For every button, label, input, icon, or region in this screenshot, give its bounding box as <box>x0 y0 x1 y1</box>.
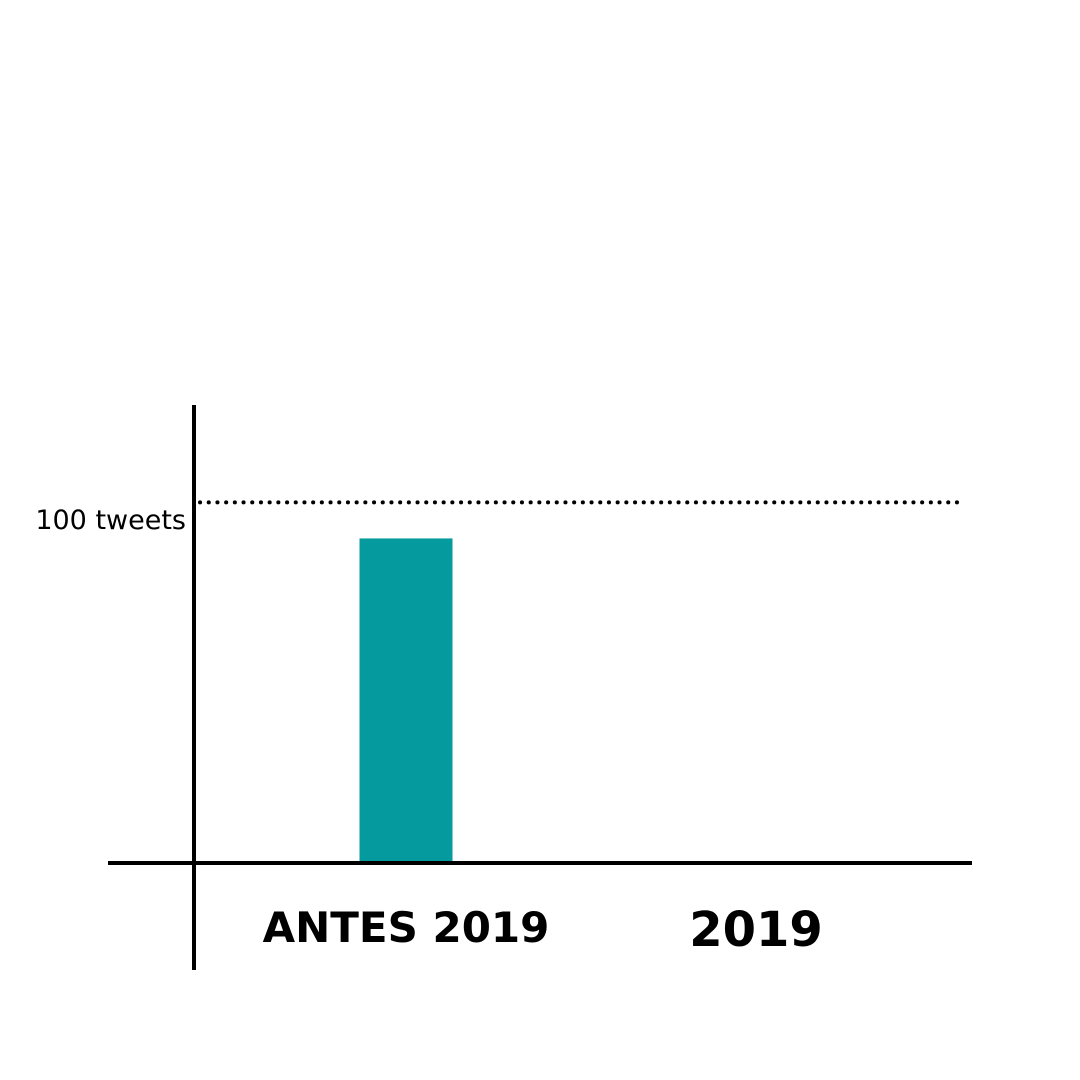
reference-line-label: 100 tweets <box>35 505 186 536</box>
chart-marks <box>359 538 453 863</box>
x-tick-label-2019: 2019 <box>689 902 823 958</box>
bar-antes-2019 <box>359 538 453 863</box>
x-tick-label-antes-2019: ANTES 2019 <box>263 903 550 952</box>
